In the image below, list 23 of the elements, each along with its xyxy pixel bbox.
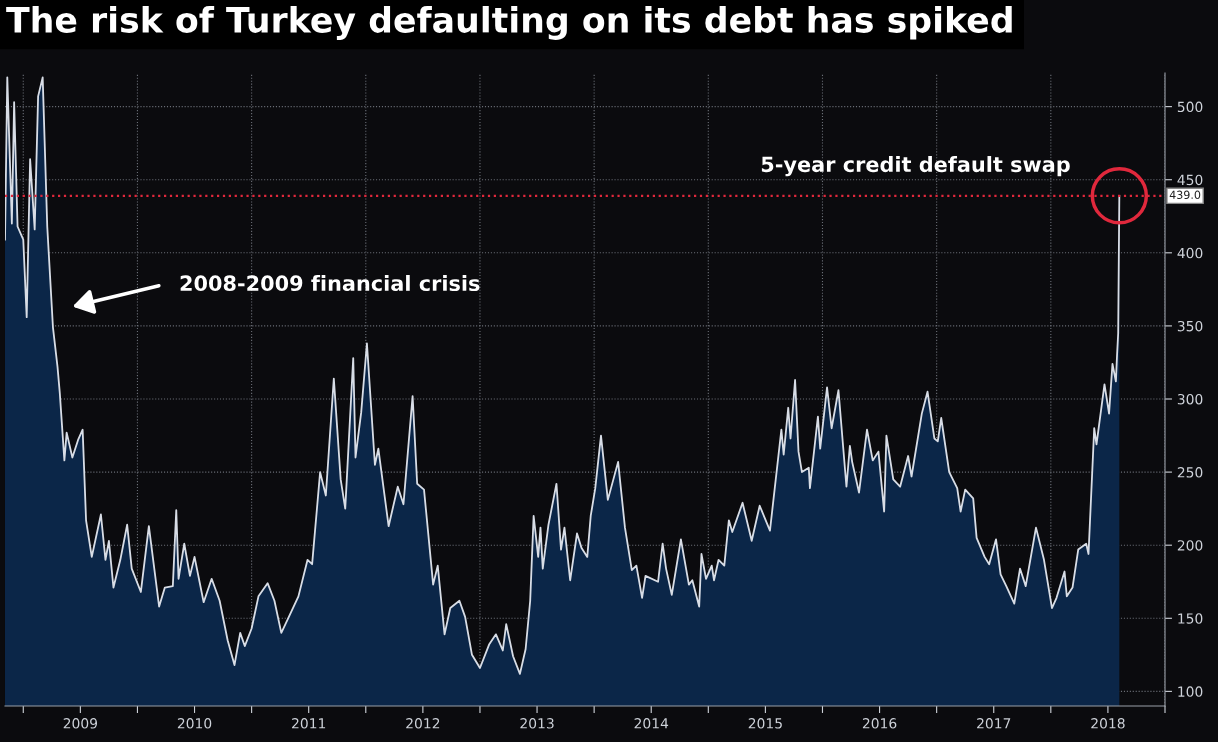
x-tick-label: 2016 <box>862 718 897 729</box>
y-tick-label: 250 <box>1177 467 1203 478</box>
x-tick-label: 2015 <box>748 718 782 729</box>
y-tick-label: 350 <box>1177 320 1203 332</box>
annotation: 2008-2009 financial crisis <box>180 274 480 292</box>
y-tick-label: 400 <box>1177 247 1203 259</box>
y-tick-label: 300 <box>1177 393 1203 405</box>
x-tick-label: 2012 <box>406 718 440 729</box>
x-tick-label: 2010 <box>177 718 212 729</box>
x-tick-label: 2013 <box>520 718 554 729</box>
x-tick-label: 2017 <box>977 718 1011 729</box>
y-tick-label: 200 <box>1177 540 1203 551</box>
y-tick-label: 100 <box>1178 686 1203 697</box>
chart-title: The risk of Turkey defaulting on its debt has spiked <box>6 6 1012 40</box>
annotation: 5-year credit default swap <box>761 156 1070 177</box>
x-tick-label: 2011 <box>292 718 326 729</box>
ref-line-label: 439.0 <box>1169 190 1201 200</box>
x-tick-label: 2009 <box>63 718 98 729</box>
x-tick-label: 2018 <box>1091 718 1125 729</box>
y-tick-label: 450 <box>1177 174 1203 186</box>
x-tick-label: 2014 <box>634 718 669 729</box>
y-tick-label: 150 <box>1178 613 1203 624</box>
y-tick-label: 500 <box>1177 101 1203 113</box>
